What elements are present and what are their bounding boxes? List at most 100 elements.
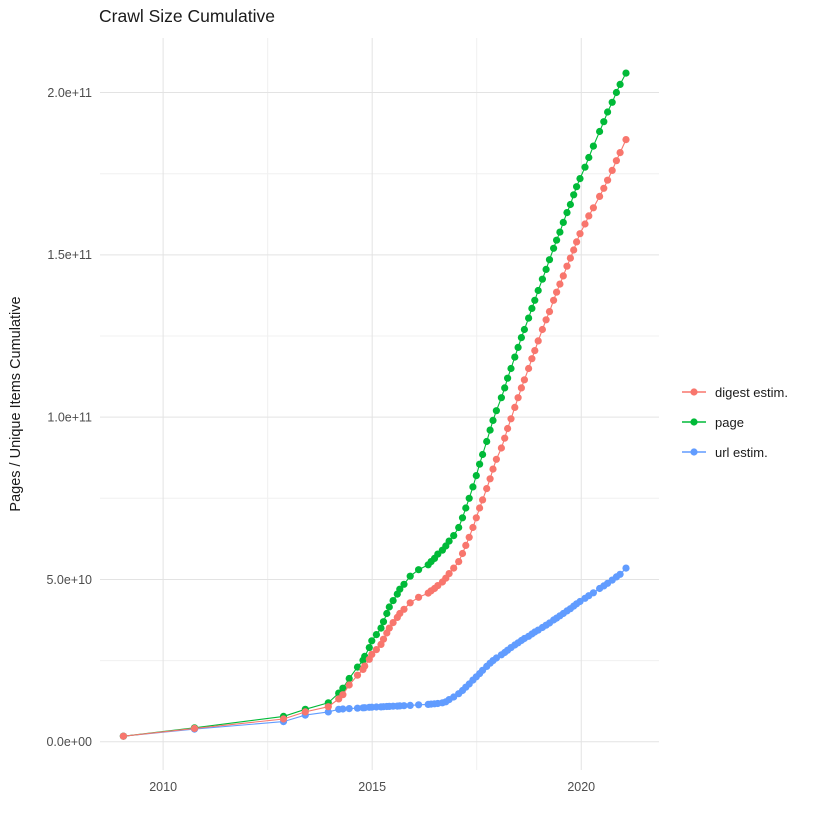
data-point: [383, 609, 391, 618]
legend: digest estim. page url estim.: [681, 384, 788, 460]
data-point: [469, 483, 477, 491]
data-point: [406, 599, 414, 607]
data-point: [581, 163, 589, 171]
data-point: [511, 403, 519, 411]
data-point: [372, 631, 380, 639]
data-point: [368, 650, 376, 659]
data-point: [492, 407, 500, 415]
data-point: [566, 200, 575, 209]
data-point: [415, 593, 423, 601]
legend-item-digest-estim-: digest estim.: [681, 384, 788, 400]
data-point: [345, 705, 353, 713]
data-point: [389, 597, 397, 605]
data-point: [415, 701, 423, 709]
data-point: [520, 376, 529, 384]
y-axis-title: Pages / Unique Items Cumulative: [8, 296, 24, 511]
data-point: [339, 691, 347, 699]
data-point: [596, 127, 604, 136]
data-point: [445, 570, 453, 578]
data-point: [538, 325, 547, 334]
data-point: [497, 444, 505, 452]
data-point: [486, 426, 494, 434]
data-point: [450, 564, 458, 572]
data-point: [581, 220, 589, 228]
data-point: [520, 325, 529, 334]
data-point: [497, 394, 505, 402]
data-point: [489, 465, 497, 473]
y-tick-label: 5.0e+10: [46, 573, 92, 587]
data-point: [345, 674, 353, 683]
data-point: [445, 537, 453, 545]
data-point: [396, 585, 404, 593]
data-point: [538, 275, 547, 283]
legend-key-icon: [682, 448, 706, 456]
data-point: [385, 603, 393, 611]
data-point: [570, 191, 578, 199]
data-point: [385, 624, 393, 632]
series-points-url-estim-: [119, 564, 630, 740]
data-point: [400, 580, 408, 588]
data-point: [542, 265, 550, 273]
data-point: [400, 605, 408, 613]
series-layer: [119, 69, 630, 740]
data-point: [486, 475, 494, 483]
y-tick-label: 0.0e+00: [46, 735, 92, 749]
series-points-digest-estim-: [119, 136, 630, 740]
data-point: [517, 334, 526, 342]
x-tick-label: 2015: [358, 780, 386, 794]
data-point: [545, 308, 554, 316]
data-point: [576, 175, 584, 183]
data-point: [400, 702, 408, 710]
data-point: [301, 708, 309, 716]
data-point: [406, 572, 414, 580]
data-point: [553, 236, 561, 244]
data-point: [483, 485, 491, 493]
data-point: [379, 618, 388, 626]
data-point: [469, 523, 477, 532]
data-point: [345, 681, 353, 689]
data-point: [324, 703, 332, 711]
data-point: [616, 570, 624, 578]
data-point: [534, 286, 542, 295]
data-point: [339, 705, 347, 713]
legend-label: page: [715, 414, 744, 430]
major-gridlines: [100, 38, 659, 770]
data-point: [458, 514, 467, 522]
data-point: [556, 228, 564, 236]
data-point: [604, 176, 612, 184]
data-point: [600, 184, 608, 192]
legend-item-page: page: [681, 414, 788, 430]
data-point: [190, 724, 199, 733]
y-tick-label: 1.5e+11: [47, 248, 92, 262]
data-point: [465, 494, 473, 502]
data-point: [534, 337, 542, 345]
data-point: [589, 204, 598, 212]
data-point: [531, 296, 539, 304]
data-point: [377, 624, 385, 632]
legend-key-point: [690, 418, 698, 426]
data-point: [550, 244, 558, 252]
data-point: [472, 514, 480, 522]
data-point: [501, 434, 509, 442]
data-point: [514, 394, 522, 402]
y-tick-label: 2.0e+11: [47, 86, 92, 100]
series-points-page: [119, 69, 630, 740]
data-point: [531, 347, 539, 355]
data-point: [556, 280, 564, 288]
data-point: [455, 558, 463, 566]
data-point: [353, 671, 362, 679]
data-point: [458, 549, 467, 558]
data-point: [504, 374, 512, 382]
data-point: [479, 450, 487, 459]
data-point: [119, 732, 127, 740]
chart-title: Crawl Size Cumulative: [99, 6, 276, 26]
data-point: [339, 684, 347, 692]
data-point: [476, 504, 484, 512]
data-point: [585, 153, 593, 162]
data-point: [600, 118, 608, 126]
x-tick-label: 2010: [149, 780, 177, 794]
data-point: [596, 192, 604, 200]
data-point: [511, 353, 519, 361]
data-point: [604, 108, 612, 116]
